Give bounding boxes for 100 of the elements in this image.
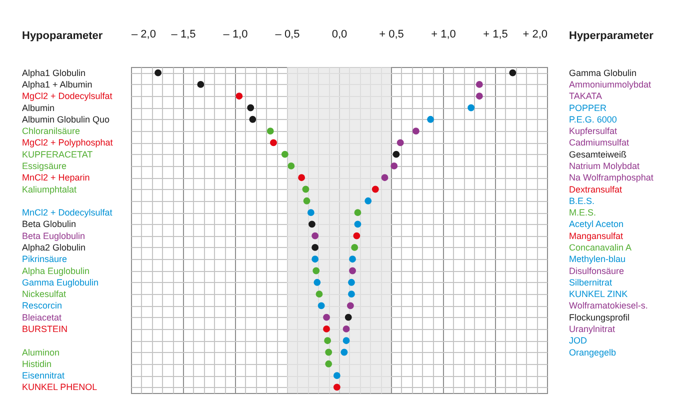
y2-tick-label: Uranylnitrat (569, 324, 616, 334)
y-tick-label: KUPFERACETAT (22, 149, 94, 160)
point (412, 128, 420, 134)
point (333, 384, 340, 391)
y-tick-label: Alpha1 + Albumin (22, 79, 92, 90)
point (392, 150, 400, 158)
y-tick-label: Nickesulfat (22, 289, 67, 300)
point (316, 290, 323, 298)
y2-tick-label: B.E.S. (569, 196, 595, 206)
point (266, 128, 274, 134)
y-tick-label: Beta Globulin (22, 219, 76, 230)
y2-tick-label: Kupfersulfat (569, 126, 618, 136)
y-tick-label: Albumin (22, 102, 55, 113)
y2-tick-label: JOD (569, 336, 588, 346)
point (249, 116, 256, 123)
point (372, 186, 379, 193)
y2-tick-label: Mangansulfat (569, 230, 624, 241)
x-tick-label: – 0,5 (275, 28, 300, 40)
y2-tick-label: Cadmiumsulfat (569, 138, 630, 148)
y2-tick-label: Natrium Molybdat (569, 160, 640, 171)
point (323, 326, 330, 332)
y-tick-label: Albumin Globulin Quo (22, 114, 110, 124)
point (340, 348, 348, 356)
y-tick-label: Aluminon (22, 347, 60, 358)
x-tick-label: – 1,5 (171, 28, 196, 40)
point (324, 337, 332, 344)
x-tick-label: 0,0 (332, 28, 348, 40)
y-tick-label: Rescorcin (22, 300, 62, 311)
y-tick-label: Alpha2 Globulin (22, 242, 86, 252)
y-tick-label: Bleiacetat (22, 312, 62, 322)
y2-tick-label: P.E.G. 6000 (569, 114, 617, 124)
y2-tick-label: Gamma Globulin (569, 68, 637, 78)
point (349, 267, 356, 274)
y-tick-label: Eisennitrat (22, 370, 66, 381)
y2-tick-label: Acetyl Aceton (569, 219, 624, 230)
y-tick-label: MgCl2 + Polyphosphat (22, 138, 114, 148)
text: Hypoparameter (22, 30, 104, 42)
point (354, 220, 362, 228)
point (312, 267, 320, 274)
point (364, 197, 372, 204)
y2-tick-label: Silbernitrat (569, 277, 613, 288)
y-tick-label: Alpha Euglobulin (22, 266, 90, 276)
y2-tick-label: Orangegelb (569, 347, 616, 358)
point (427, 116, 434, 123)
y-tick-label: Alpha1 Globulin (22, 68, 86, 78)
point (353, 232, 360, 240)
y-tick-label: KUNKEL PHENOL (22, 382, 98, 392)
point (325, 348, 332, 356)
point (197, 81, 204, 88)
x-tick-label: + 2,0 (522, 28, 548, 40)
y-tick-label: Pikrinsäure (22, 254, 68, 264)
x-tick-label: + 0,5 (379, 28, 404, 40)
y2-tick-label: TAKATA (569, 91, 602, 102)
y-tick-label: Essigsäure (22, 160, 67, 171)
y-tick-label: BURSTEIN (22, 324, 68, 334)
point (325, 360, 332, 368)
y-tick-label: MgCl2 + Dodecylsulfat (22, 91, 113, 102)
y2-tick-label: Methylen-blau (569, 254, 626, 264)
text: Hyperparameter (569, 30, 654, 42)
point (348, 290, 355, 298)
y-tick-label: Kaliumphtalat (22, 184, 78, 194)
x-tick-label: + 1,5 (483, 28, 508, 40)
y2-tick-label: Concanavalin A (569, 242, 632, 252)
point (302, 186, 310, 193)
point (308, 220, 316, 228)
y2-tick-label: Ammoniummolybdat (569, 79, 652, 90)
y-tick-label: Chloranilsäure (22, 126, 80, 136)
y-tick-label: Histidin (22, 358, 52, 369)
point (303, 197, 310, 204)
point (468, 104, 475, 112)
point (344, 314, 352, 321)
y-tick-label: Gamma Euglobulin (22, 277, 99, 288)
y2-tick-label: Disulfonsäure (569, 266, 624, 276)
point (342, 337, 350, 344)
y2-tick-label: Na Wolframphosphat (569, 172, 654, 183)
point (312, 244, 319, 251)
point (381, 174, 388, 182)
y-tick-label: MnCl2 + Dodecylsulfat (22, 208, 113, 218)
y2-tick-label: POPPER (569, 102, 608, 113)
point (348, 278, 355, 286)
point (342, 326, 350, 332)
point (154, 69, 162, 76)
point (390, 162, 398, 170)
x-tick-label: – 2,0 (132, 28, 156, 40)
y2-tick-label: Flockungsprofil (569, 312, 630, 322)
point (281, 150, 288, 158)
point (476, 81, 483, 88)
point (509, 69, 516, 76)
point (349, 256, 356, 263)
point (396, 139, 404, 146)
y2-tick-label: M.E.S. (569, 208, 596, 218)
y-tick-label: MnCl2 + Heparin (22, 172, 90, 183)
y2-tick-label: KUNKEL ZINK (569, 289, 628, 300)
point (346, 302, 354, 310)
point (236, 92, 243, 100)
y2-tick-label: Dextransulfat (569, 184, 623, 194)
y2-tick-label: Gesamteiweiß (569, 149, 628, 160)
y-tick-label: Beta Euglobulin (22, 230, 86, 241)
y2-tick-label: Wolframatokiesel-s. (569, 300, 648, 311)
point (288, 162, 295, 170)
